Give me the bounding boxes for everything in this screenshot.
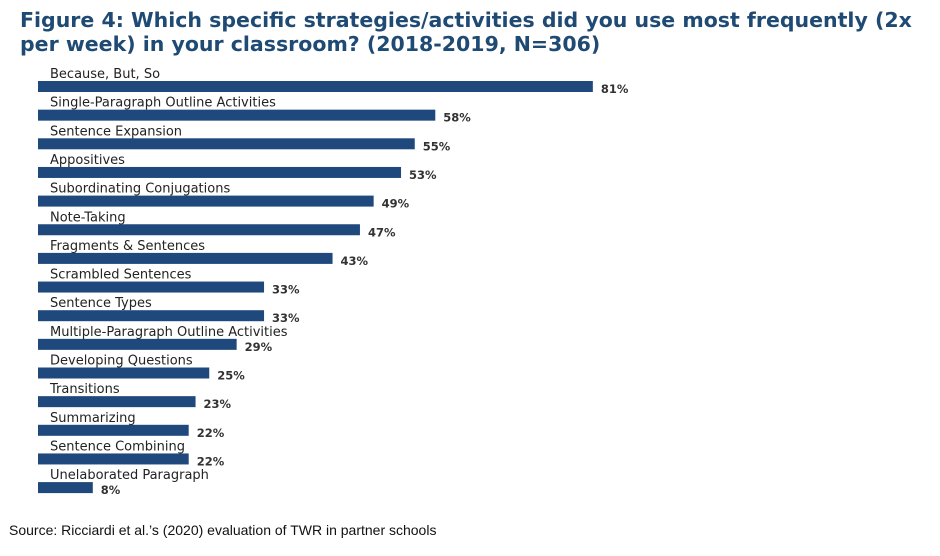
category-label: Scrambled Sentences bbox=[50, 268, 192, 283]
data-label: 22% bbox=[197, 426, 225, 440]
bar bbox=[38, 252, 333, 264]
category-label: Sentence Expansion bbox=[50, 124, 182, 139]
bar bbox=[38, 224, 360, 236]
category-label: Because, But, So bbox=[50, 67, 160, 82]
data-label: 33% bbox=[272, 311, 300, 325]
bar bbox=[38, 396, 196, 408]
category-label: Subordinating Conjugations bbox=[50, 182, 230, 197]
data-label: 47% bbox=[368, 225, 396, 239]
category-label: Transitions bbox=[49, 382, 120, 397]
data-label: 53% bbox=[409, 168, 437, 182]
category-label: Note-Taking bbox=[50, 210, 126, 225]
source-note: Source: Ricciardi et al.’s (2020) evalua… bbox=[9, 522, 437, 538]
category-label: Summarizing bbox=[50, 411, 136, 426]
category-label: Fragments & Sentences bbox=[50, 239, 205, 254]
bar bbox=[38, 367, 210, 379]
category-label: Multiple-Paragraph Outline Activities bbox=[50, 325, 288, 340]
data-label: 22% bbox=[197, 454, 225, 468]
category-label: Appositives bbox=[50, 153, 125, 168]
bar bbox=[38, 195, 374, 207]
category-label: Developing Questions bbox=[50, 354, 193, 369]
bar bbox=[38, 453, 189, 465]
data-label: 55% bbox=[423, 139, 451, 153]
data-label: 58% bbox=[443, 111, 471, 125]
category-label: Single-Paragraph Outline Activities bbox=[50, 96, 276, 111]
bar bbox=[38, 138, 415, 150]
bar-chart: Because, But, So 81% Single-Paragraph Outl… bbox=[38, 67, 629, 497]
bar bbox=[38, 281, 265, 293]
data-label: 33% bbox=[272, 283, 300, 297]
category-label: Sentence Combining bbox=[50, 439, 185, 454]
data-label: 49% bbox=[382, 197, 410, 211]
bar bbox=[38, 310, 265, 322]
data-label: 23% bbox=[204, 397, 232, 411]
data-label: 8% bbox=[101, 483, 121, 497]
bar bbox=[38, 482, 93, 494]
bar bbox=[38, 424, 189, 436]
bar bbox=[38, 109, 436, 121]
bar bbox=[38, 81, 593, 92]
bar bbox=[38, 166, 402, 178]
chart-title: Figure 4: Which specific strategies/acti… bbox=[20, 8, 912, 56]
data-label: 25% bbox=[217, 369, 245, 383]
data-label: 29% bbox=[245, 340, 273, 354]
category-label: Sentence Types bbox=[50, 296, 152, 311]
bar bbox=[38, 338, 237, 350]
data-label: 81% bbox=[601, 82, 629, 96]
category-label: Unelaborated Paragraph bbox=[50, 468, 209, 483]
data-label: 43% bbox=[341, 254, 369, 268]
